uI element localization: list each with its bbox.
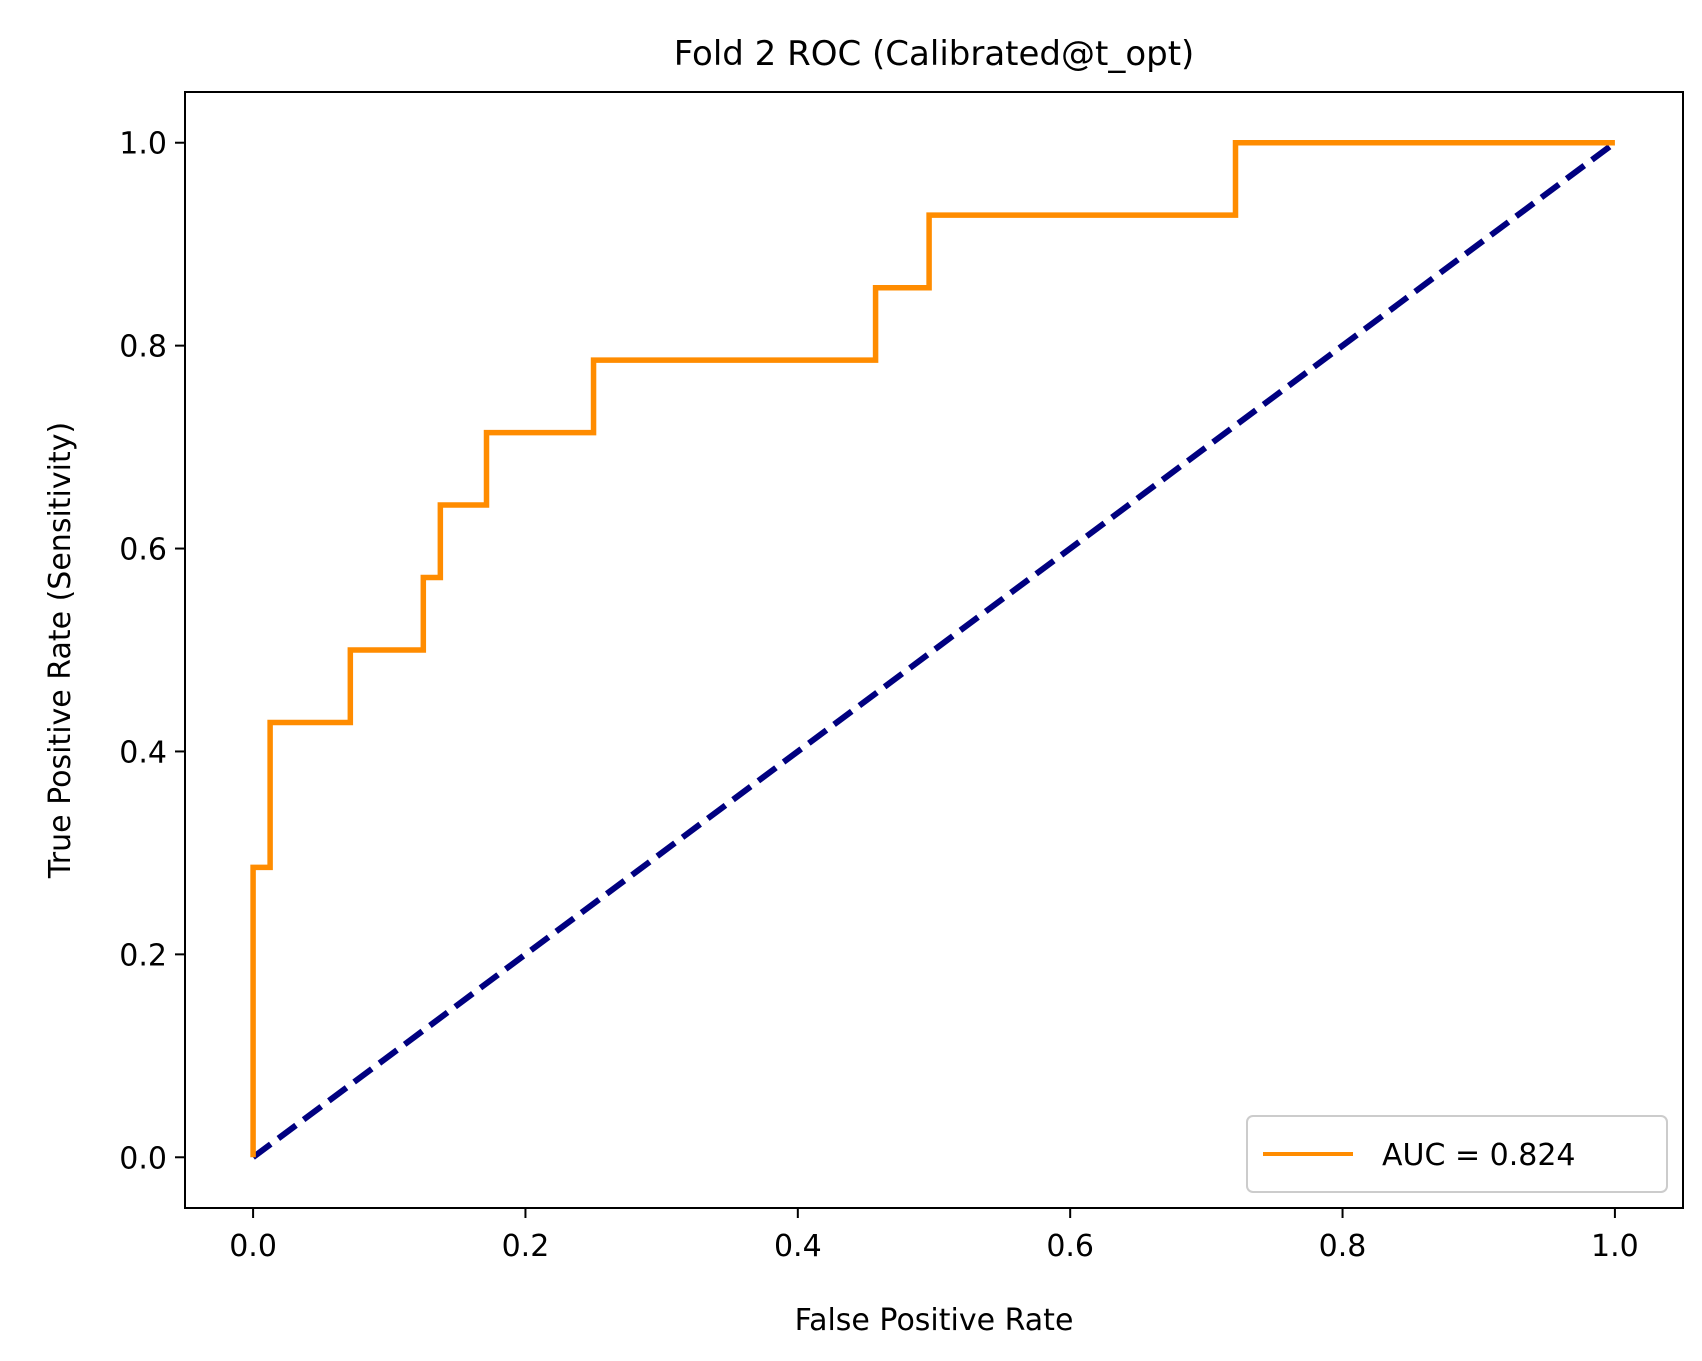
legend-box [1246,1115,1668,1193]
x-tick-label: 0.4 [774,1229,822,1264]
y-tick-label: 0.8 [119,330,167,365]
legend: AUC = 0.824 [1246,1115,1668,1193]
x-axis-ticks: 0.0 0.2 0.4 0.6 0.8 1.0 [229,1208,1639,1264]
y-axis-label: True Positive Rate (Sensitivity) [43,422,78,879]
x-tick-label: 0.2 [502,1229,550,1264]
plot-frame [184,91,1684,1209]
y-axis-ticks: 0.0 0.2 0.4 0.6 0.8 1.0 [119,127,185,1176]
x-axis-label: False Positive Rate [795,1303,1074,1338]
x-tick-label: 0.8 [1319,1229,1367,1264]
x-tick-label: 1.0 [1591,1229,1639,1264]
x-tick-label: 0.0 [229,1229,277,1264]
y-tick-label: 0.0 [119,1141,167,1176]
y-tick-label: 0.2 [119,938,167,973]
series-layer [250,139,1617,1160]
legend-label-auc: AUC = 0.824 [1382,1138,1576,1173]
y-tick-label: 0.6 [119,533,167,568]
y-tick-label: 0.4 [119,735,167,770]
roc-curve-line [250,139,1615,1158]
y-tick-label: 1.0 [119,127,167,162]
x-tick-label: 0.6 [1046,1229,1094,1264]
chart-title: Fold 2 ROC (Calibrated@t_opt) [674,34,1195,74]
